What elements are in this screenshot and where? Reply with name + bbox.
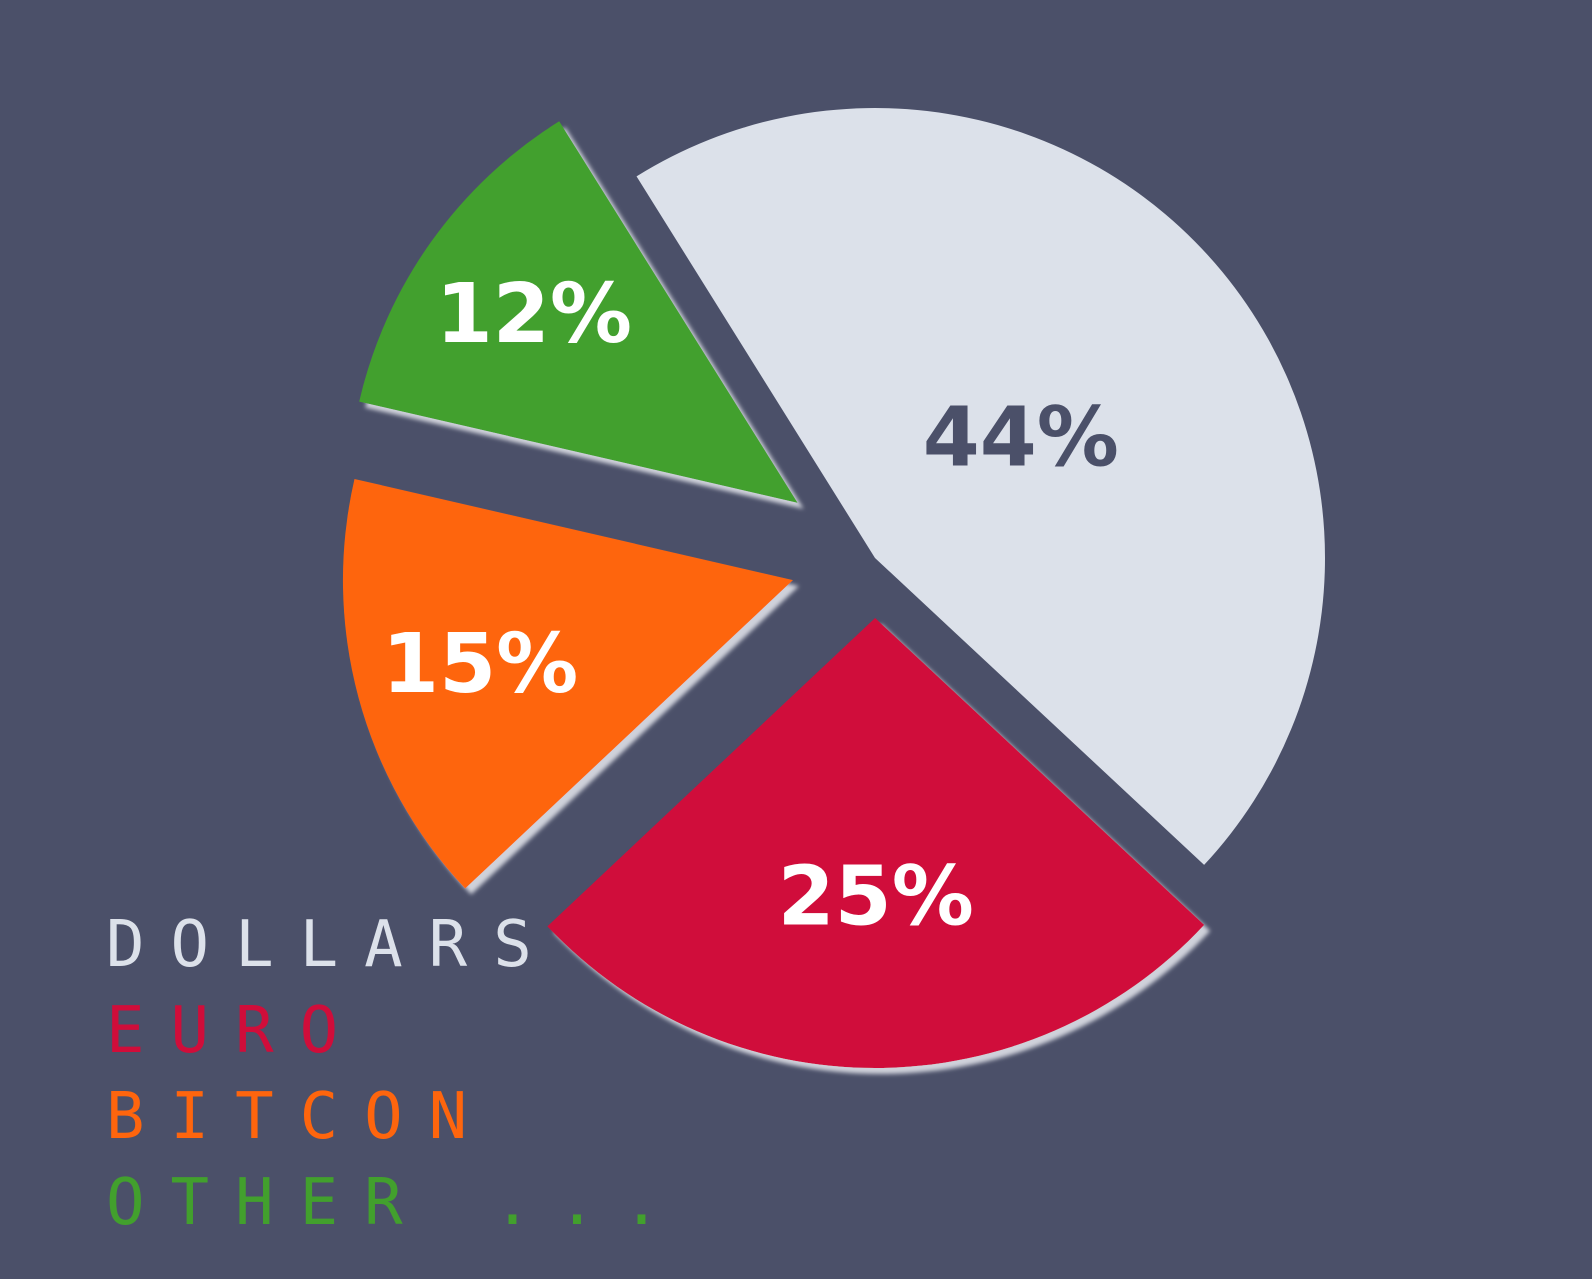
legend: DOLLARS EURO BITCON OTHER ... [106,902,687,1246]
legend-item-dollars: DOLLARS [106,908,558,982]
pie-slice-euro [547,617,1205,1068]
pie-slice-other [359,121,798,503]
data-label-bitcon: 15% [382,617,578,712]
data-label-euro: 25% [778,849,974,944]
legend-item-bitcon: BITCON [106,1080,494,1154]
legend-item-euro: EURO [106,994,365,1068]
pie-slice-bitcon [342,478,793,889]
data-label-dollars: 44% [923,390,1119,485]
pie-slice-dollars [636,107,1326,865]
data-label-other: 12% [436,267,632,362]
legend-item-other: OTHER ... [106,1166,687,1240]
